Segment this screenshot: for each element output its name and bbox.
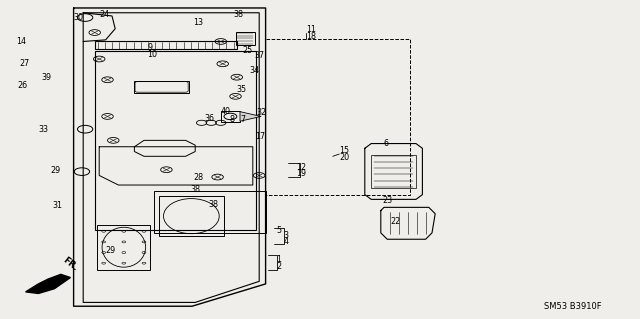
Text: 6: 6 (384, 139, 389, 148)
Text: 10: 10 (147, 50, 157, 59)
Text: FR.: FR. (61, 256, 79, 273)
Text: 15: 15 (339, 146, 349, 155)
Bar (134, 81, 189, 93)
Text: 9: 9 (147, 43, 152, 52)
Text: 34: 34 (250, 66, 260, 75)
Polygon shape (26, 274, 70, 293)
Text: 12: 12 (296, 163, 306, 172)
Text: 29: 29 (50, 166, 60, 175)
Text: 40: 40 (221, 107, 231, 115)
Text: 37: 37 (255, 51, 265, 60)
Text: 17: 17 (255, 132, 265, 141)
Bar (371, 155, 416, 188)
Text: 30: 30 (74, 13, 84, 22)
Text: 35: 35 (237, 85, 247, 94)
Text: 11: 11 (306, 25, 316, 34)
Text: 3: 3 (284, 231, 289, 240)
Bar (95, 51, 256, 230)
Text: 24: 24 (99, 10, 109, 19)
Text: 36: 36 (205, 115, 215, 123)
Text: 2: 2 (276, 262, 282, 271)
Text: 38: 38 (208, 200, 218, 209)
Text: 27: 27 (19, 59, 29, 68)
Text: 38: 38 (191, 185, 201, 194)
Bar (154, 191, 266, 233)
Text: 19: 19 (296, 169, 306, 178)
Text: 22: 22 (390, 217, 401, 226)
Text: 5: 5 (276, 226, 282, 235)
Bar (95, 41, 237, 49)
Text: 18: 18 (306, 32, 316, 41)
Text: 8: 8 (229, 115, 234, 124)
Bar (97, 225, 150, 270)
Text: 32: 32 (256, 108, 266, 117)
Text: 39: 39 (42, 73, 52, 82)
Text: 20: 20 (339, 153, 349, 162)
Text: 13: 13 (193, 18, 204, 27)
Text: 14: 14 (16, 37, 26, 46)
Text: SM53 B3910F: SM53 B3910F (544, 302, 602, 311)
Text: 1: 1 (276, 256, 282, 264)
Text: 23: 23 (383, 196, 393, 205)
Bar (236, 32, 255, 45)
Bar (221, 111, 240, 122)
Text: 26: 26 (17, 81, 28, 90)
Text: 25: 25 (242, 46, 252, 55)
Text: 7: 7 (240, 115, 245, 124)
Text: 28: 28 (193, 173, 204, 182)
Text: 38: 38 (234, 11, 244, 19)
Polygon shape (240, 112, 261, 121)
Text: 33: 33 (38, 125, 49, 134)
Text: 29: 29 (106, 246, 116, 255)
Bar (159, 196, 224, 236)
Text: 4: 4 (284, 237, 289, 246)
Text: 31: 31 (52, 201, 63, 210)
